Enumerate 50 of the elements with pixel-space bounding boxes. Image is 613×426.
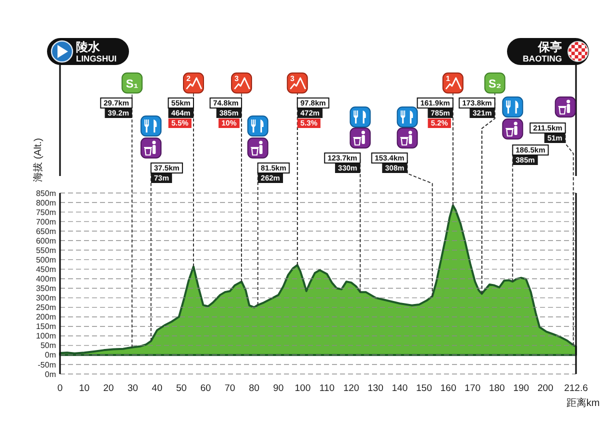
y-axis-title: 海拔 (Alt.) bbox=[32, 138, 44, 182]
x-tick-label: 160 bbox=[440, 383, 456, 394]
x-tick-label: 40 bbox=[152, 383, 162, 394]
text: BAOTING bbox=[522, 54, 562, 64]
x-tick-label: 80 bbox=[248, 383, 260, 394]
text: LINGSHUI bbox=[76, 54, 117, 64]
x-tick-label: 200 bbox=[537, 383, 554, 394]
y-tick-label: 400m bbox=[36, 274, 56, 284]
x-tick-label: 50 bbox=[176, 383, 187, 394]
x-tick-label: 10 bbox=[78, 383, 90, 394]
x-tick-label: 30 bbox=[128, 383, 138, 394]
x-tick-label: 100 bbox=[294, 383, 311, 394]
y-tick-label: -50m bbox=[38, 360, 56, 370]
text: 保亭 bbox=[537, 40, 562, 54]
y-tick-label: 450m bbox=[36, 265, 56, 274]
annotation: S₁ bbox=[126, 78, 139, 90]
y-tick-label: 500m bbox=[36, 255, 56, 264]
x-tick-label: 120 bbox=[343, 383, 360, 394]
y-tick-label: 0m bbox=[44, 350, 56, 360]
y-tick-label: 850m bbox=[36, 188, 56, 198]
y-tick-label: 600m bbox=[36, 236, 56, 246]
y-tick-label: 750m bbox=[36, 208, 56, 217]
x-tick-label: 0 bbox=[57, 383, 63, 394]
x-tick-label: 20 bbox=[103, 383, 114, 394]
y-tick-label: 200m bbox=[36, 312, 56, 322]
y-tick-label: 150m bbox=[36, 322, 56, 332]
annotation: S₂ bbox=[488, 78, 502, 90]
x-tick-label: 212.6 bbox=[564, 383, 588, 394]
y-tick-label: 250m bbox=[36, 303, 56, 312]
y-tick-label: 800m bbox=[36, 198, 56, 208]
y-tick-label: 300m bbox=[36, 294, 56, 303]
x-tick-label: 110 bbox=[319, 383, 335, 394]
x-tick-label: 130 bbox=[368, 383, 384, 394]
y-tick-label: 0m bbox=[44, 370, 56, 379]
x-tick-label: 180 bbox=[488, 383, 505, 394]
x-tick-label: 90 bbox=[273, 383, 284, 394]
y-tick-label: 350m bbox=[36, 284, 56, 294]
text: 陵水 bbox=[76, 40, 101, 54]
x-tick-label: 190 bbox=[513, 383, 530, 394]
y-tick-label: 550m bbox=[36, 246, 56, 255]
x-tick-label: 70 bbox=[224, 383, 236, 394]
y-tick-label: 100m bbox=[36, 332, 56, 341]
x-tick-label: 150 bbox=[416, 383, 432, 394]
x-tick-label: 60 bbox=[200, 383, 211, 394]
y-tick-label: 50m bbox=[40, 341, 56, 350]
x-tick-label: 140 bbox=[392, 383, 408, 394]
x-tick-label: 170 bbox=[464, 383, 481, 394]
x-axis-title: 距离km bbox=[566, 397, 600, 409]
y-tick-label: 650m bbox=[36, 226, 56, 236]
y-tick-label: 700m bbox=[36, 217, 56, 226]
